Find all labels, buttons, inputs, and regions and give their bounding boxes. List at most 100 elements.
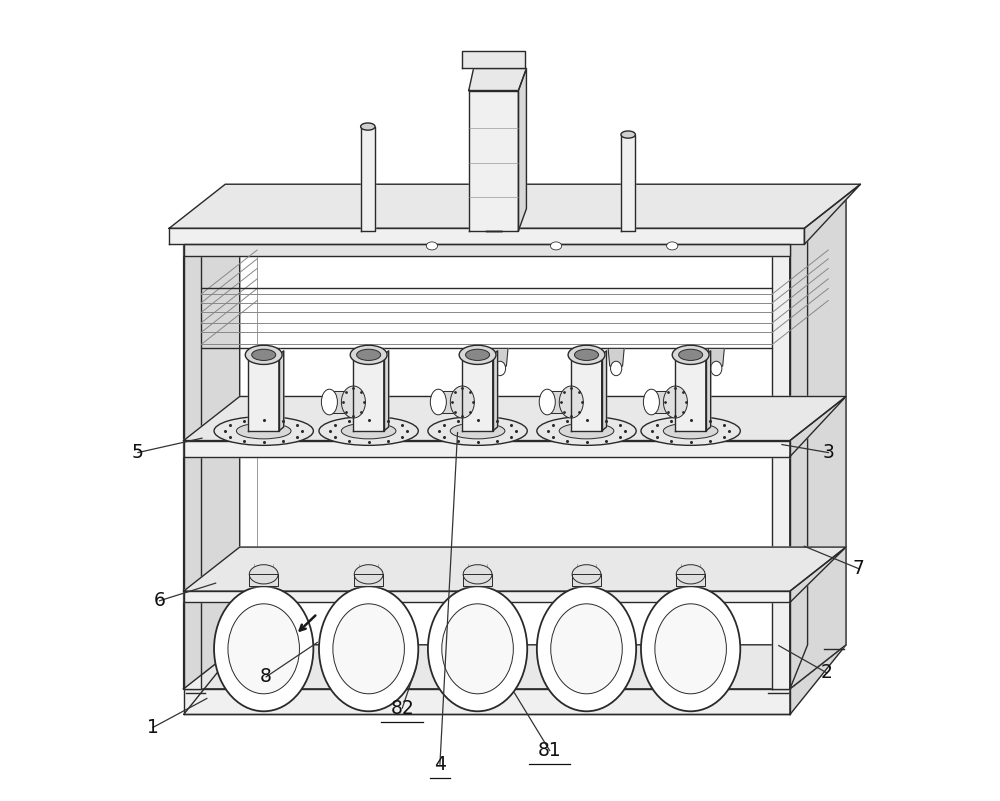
Ellipse shape (672, 345, 709, 364)
Polygon shape (772, 244, 790, 689)
Ellipse shape (559, 386, 583, 418)
Ellipse shape (236, 423, 291, 439)
Ellipse shape (466, 349, 490, 360)
Ellipse shape (249, 565, 278, 584)
Polygon shape (790, 645, 846, 714)
Ellipse shape (426, 242, 438, 250)
Polygon shape (353, 355, 384, 431)
Polygon shape (492, 348, 508, 366)
Polygon shape (708, 348, 724, 366)
Text: 3: 3 (822, 443, 834, 462)
Ellipse shape (370, 361, 381, 376)
Ellipse shape (450, 386, 474, 418)
Polygon shape (651, 391, 675, 413)
Ellipse shape (228, 604, 299, 694)
Ellipse shape (663, 423, 718, 439)
Polygon shape (264, 348, 280, 366)
Polygon shape (184, 645, 846, 689)
Text: 2: 2 (821, 663, 833, 682)
Polygon shape (184, 244, 790, 256)
Text: 6: 6 (154, 591, 166, 610)
Ellipse shape (333, 604, 404, 694)
Ellipse shape (442, 604, 513, 694)
Polygon shape (368, 348, 384, 366)
Ellipse shape (667, 242, 678, 250)
Ellipse shape (655, 604, 726, 694)
Polygon shape (493, 351, 498, 431)
Polygon shape (329, 391, 353, 413)
Polygon shape (621, 135, 635, 231)
Text: 82: 82 (390, 698, 414, 718)
Polygon shape (361, 127, 375, 231)
Polygon shape (184, 547, 846, 591)
Polygon shape (602, 351, 607, 431)
Polygon shape (184, 396, 846, 441)
Polygon shape (804, 184, 860, 244)
Ellipse shape (350, 345, 387, 364)
Ellipse shape (428, 417, 527, 445)
Ellipse shape (214, 417, 313, 445)
Ellipse shape (354, 565, 383, 584)
Text: 1: 1 (147, 718, 159, 737)
Text: 5: 5 (132, 443, 144, 462)
Polygon shape (463, 574, 492, 586)
Polygon shape (676, 574, 705, 586)
Ellipse shape (319, 586, 418, 711)
Ellipse shape (459, 345, 496, 364)
Ellipse shape (621, 131, 635, 138)
Polygon shape (248, 355, 279, 431)
Polygon shape (675, 355, 706, 431)
Ellipse shape (611, 361, 622, 376)
Text: 81: 81 (538, 741, 562, 760)
Ellipse shape (537, 417, 636, 445)
Text: 7: 7 (853, 559, 865, 578)
Polygon shape (790, 396, 846, 457)
Polygon shape (249, 574, 278, 586)
Polygon shape (790, 547, 846, 602)
Ellipse shape (663, 386, 687, 418)
Ellipse shape (245, 345, 282, 364)
Polygon shape (438, 391, 462, 413)
Ellipse shape (341, 386, 365, 418)
Ellipse shape (321, 389, 337, 415)
Polygon shape (772, 200, 846, 244)
Ellipse shape (430, 389, 446, 415)
Polygon shape (547, 391, 571, 413)
Ellipse shape (574, 349, 599, 360)
Polygon shape (279, 351, 284, 431)
Polygon shape (518, 69, 526, 231)
Text: 4: 4 (434, 755, 446, 774)
Ellipse shape (463, 565, 492, 584)
Polygon shape (790, 200, 846, 689)
Ellipse shape (641, 417, 740, 445)
Polygon shape (184, 200, 240, 689)
Ellipse shape (559, 423, 614, 439)
Polygon shape (384, 351, 389, 431)
Ellipse shape (252, 349, 276, 360)
Ellipse shape (537, 586, 636, 711)
Ellipse shape (214, 586, 313, 711)
Ellipse shape (676, 565, 705, 584)
Polygon shape (184, 200, 257, 244)
Polygon shape (184, 689, 790, 714)
Ellipse shape (643, 389, 659, 415)
Polygon shape (184, 591, 790, 602)
Ellipse shape (641, 586, 740, 711)
Ellipse shape (679, 349, 703, 360)
Ellipse shape (361, 123, 375, 130)
Polygon shape (469, 69, 526, 91)
Polygon shape (608, 348, 624, 366)
Polygon shape (706, 351, 711, 431)
Polygon shape (184, 441, 790, 457)
Polygon shape (790, 200, 808, 689)
Ellipse shape (539, 389, 555, 415)
Ellipse shape (494, 361, 506, 376)
Polygon shape (184, 244, 201, 689)
Ellipse shape (450, 423, 505, 439)
Ellipse shape (711, 361, 722, 376)
Ellipse shape (550, 242, 562, 250)
Ellipse shape (551, 604, 622, 694)
Ellipse shape (568, 345, 605, 364)
Polygon shape (572, 574, 601, 586)
Polygon shape (354, 574, 383, 586)
